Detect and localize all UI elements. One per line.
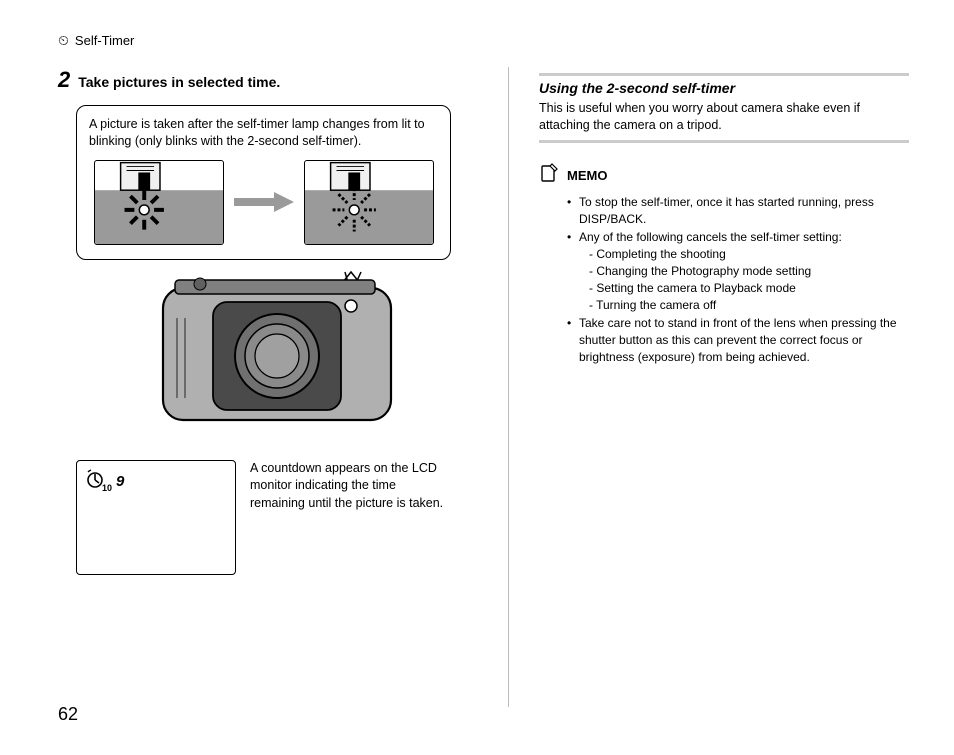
svg-text:10: 10	[102, 483, 112, 493]
heading-bar-top	[539, 73, 909, 76]
memo-list: To stop the self-timer, once it has star…	[539, 194, 909, 366]
memo-heading: MEMO	[539, 163, 909, 188]
camera-illustration	[76, 270, 478, 430]
memo-subitem: Changing the Photography mode setting	[589, 263, 909, 280]
lcd-caption: A countdown appears on the LCD monitor i…	[250, 460, 450, 575]
header-label: Self-Timer	[75, 33, 134, 48]
memo-subitem: Completing the shooting	[589, 246, 909, 263]
callout-box: A picture is taken after the self-timer …	[76, 105, 451, 260]
step-number: 2	[58, 67, 70, 93]
callout-text: A picture is taken after the self-timer …	[89, 116, 438, 150]
memo-item: To stop the self-timer, once it has star…	[569, 194, 909, 228]
memo-subitem: Setting the camera to Playback mode	[589, 280, 909, 297]
illus-lamp-blink	[304, 160, 434, 245]
breadcrumb: ⏲ Self-Timer	[58, 32, 909, 49]
subheading: Using the 2-second self-timer	[539, 80, 909, 96]
illustration-row	[89, 160, 438, 245]
lcd-row: 10 9 A countdown appears on the LCD moni…	[76, 460, 478, 575]
step-title: 2 Take pictures in selected time.	[58, 67, 478, 93]
heading-bar-bottom	[539, 140, 909, 143]
page-number: 62	[58, 704, 78, 725]
left-column: 2 Take pictures in selected time. A pict…	[58, 67, 478, 707]
memo-item: Take care not to stand in front of the l…	[569, 315, 909, 365]
timer-icon: ⏲	[58, 32, 69, 49]
memo-item: Any of the following cancels the self-ti…	[569, 229, 909, 313]
lcd-box: 10 9	[76, 460, 236, 575]
sub-text: This is useful when you worry about came…	[539, 100, 909, 134]
memo-icon	[539, 163, 559, 188]
step-text: Take pictures in selected time.	[78, 74, 280, 90]
illus-lamp-lit	[94, 160, 224, 245]
memo-subitem: Turning the camera off	[589, 297, 909, 314]
svg-text:9: 9	[116, 473, 125, 490]
right-column: Using the 2-second self-timer This is us…	[539, 67, 909, 707]
arrow-icon	[234, 192, 294, 212]
memo-title-text: MEMO	[567, 168, 607, 183]
column-divider	[508, 67, 509, 707]
